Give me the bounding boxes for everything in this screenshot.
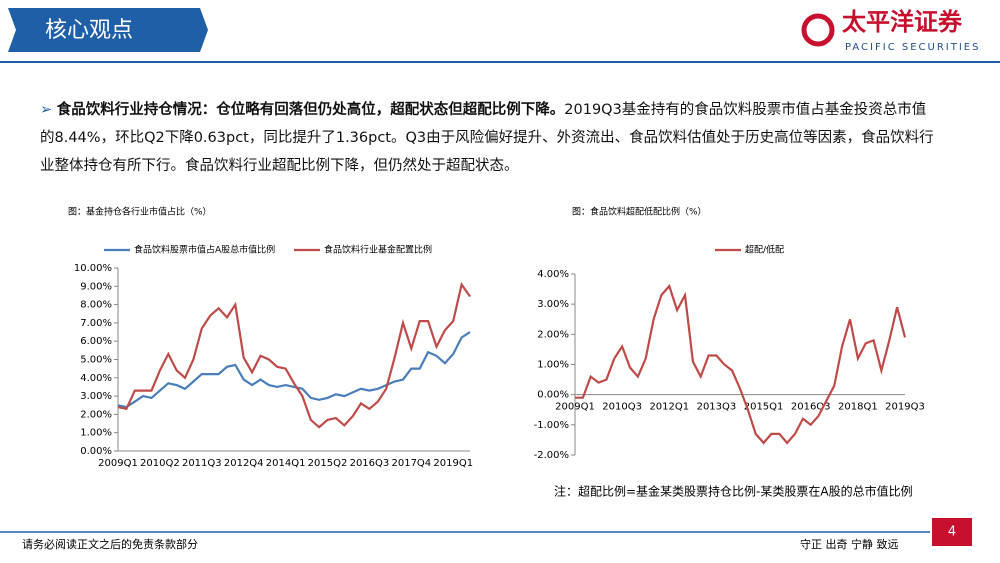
- y-tick-label: 2.00%: [537, 329, 569, 340]
- x-tick-label: 2012Q4: [224, 458, 264, 469]
- header-title: 核心观点: [45, 18, 133, 43]
- disclaimer: 请务必阅读正文之后的免责条款部分: [22, 537, 198, 551]
- y-tick-label: 4.00%: [537, 269, 569, 280]
- y-tick-label: -2.00%: [534, 450, 569, 461]
- body-normal: 2019Q3基金持有的食品饮料股票市值占基金投资总市值的8.44%，环比Q2下降…: [40, 102, 934, 174]
- y-tick-label: -1.00%: [534, 420, 569, 431]
- y-tick-label: 3.00%: [537, 299, 569, 310]
- x-tick-label: 2011Q3: [182, 458, 222, 469]
- legend-label: 超配/低配: [745, 244, 784, 256]
- page-box: [932, 518, 972, 546]
- body-text: ➢ 食品饮料行业持仓情况：仓位略有回落但仍处高位，超配状态但超配比例下降。201…: [40, 96, 940, 180]
- y-tick-label: 4.00%: [80, 373, 112, 384]
- x-tick-label: 2016Q3: [791, 402, 831, 413]
- line-series: [117, 331, 471, 409]
- y-tick-label: 1.00%: [80, 428, 112, 439]
- y-tick-label: 7.00%: [80, 318, 112, 329]
- y-tick-label: 1.00%: [537, 360, 569, 371]
- y-tick-label: 6.00%: [80, 336, 112, 347]
- y-tick-label: 3.00%: [80, 391, 112, 402]
- bullet: ➢: [40, 102, 57, 118]
- line-series: [117, 281, 471, 429]
- y-tick-label: 0.00%: [80, 446, 112, 457]
- x-tick-label: 2014Q1: [266, 458, 306, 469]
- y-tick-label: 5.00%: [80, 355, 112, 366]
- body-bold: 食品饮料行业持仓情况：仓位略有回落但仍处高位，超配状态但超配比例下降。: [56, 102, 565, 118]
- x-tick-label: 2017Q4: [391, 458, 431, 469]
- motto: 守正 出奇 宁静 致远: [800, 537, 899, 551]
- y-tick-label: 9.00%: [80, 281, 112, 292]
- x-tick-label: 2012Q1: [649, 402, 689, 413]
- x-tick-label: 2018Q1: [838, 402, 878, 413]
- chart-note: 注：超配比例=基金某类股票持仓比例-某类股票在A股的总市值比例: [554, 484, 913, 499]
- logo-text: 太平洋证券: [842, 8, 963, 36]
- page-number: 4: [948, 525, 956, 540]
- x-tick-label: 2009Q1: [555, 402, 595, 413]
- logo-sub: PACIFIC SECURITIES: [845, 42, 980, 53]
- y-tick-label: 2.00%: [80, 409, 112, 420]
- x-tick-label: 2016Q3: [350, 458, 390, 469]
- x-tick-label: 2019Q3: [885, 402, 925, 413]
- x-tick-label: 2019Q1: [433, 458, 473, 469]
- legend-label: 食品饮料股票市值占A股总市值比例: [134, 244, 275, 256]
- y-tick-label: 0.00%: [537, 390, 569, 401]
- x-tick-label: 2009Q1: [98, 458, 138, 469]
- line-series: [575, 283, 907, 445]
- x-tick-label: 2015Q2: [308, 458, 348, 469]
- title-banner: [8, 8, 208, 52]
- x-tick-label: 2010Q2: [140, 458, 180, 469]
- legend-label: 食品饮料行业基金配置比例: [324, 244, 432, 256]
- x-tick-label: 2010Q3: [602, 402, 642, 413]
- y-tick-label: 10.00%: [74, 263, 112, 274]
- chart-title: 图：基金持仓各行业市值占比（%）: [68, 206, 212, 218]
- y-tick-label: 8.00%: [80, 300, 112, 311]
- x-tick-label: 2015Q1: [744, 402, 784, 413]
- logo-icon: [801, 13, 835, 47]
- chart-title: 图：食品饮料超配低配比例（%）: [572, 206, 707, 218]
- x-tick-label: 2013Q3: [697, 402, 737, 413]
